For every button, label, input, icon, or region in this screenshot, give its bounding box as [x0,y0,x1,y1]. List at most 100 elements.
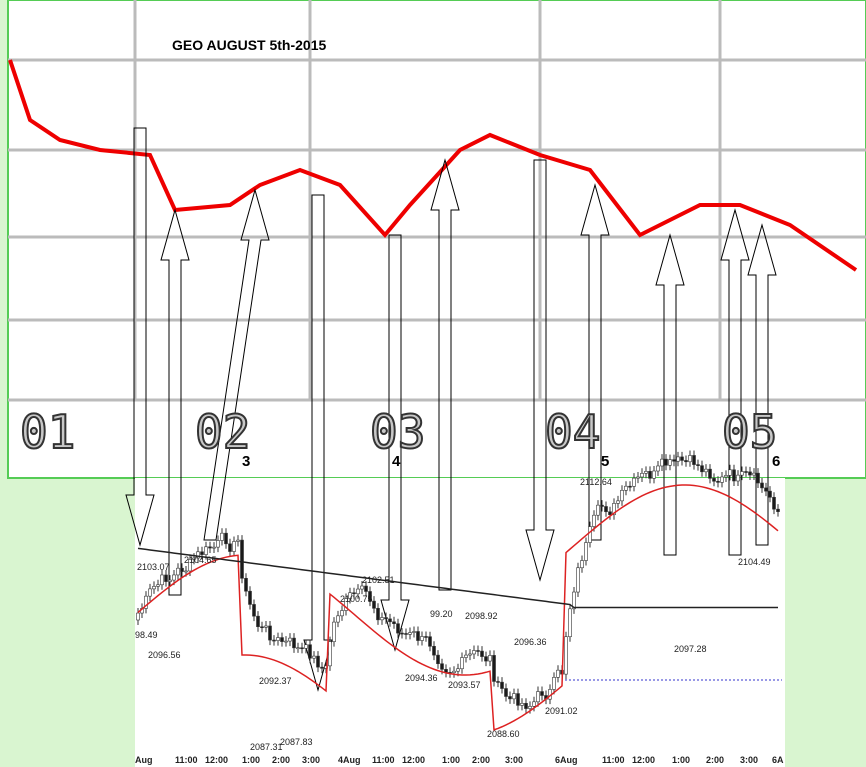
candle [268,625,272,641]
candle [432,645,436,656]
candle [484,656,488,662]
price-label: 2100.75 [340,594,373,604]
price-label: 2103.07 [137,562,170,572]
candle [764,487,768,492]
candle [640,472,644,478]
price-label: 2093.57 [448,680,481,690]
candle [584,542,588,561]
candle [236,539,240,542]
candle [532,701,536,707]
arrow [430,158,460,591]
marker: 6 [772,453,780,470]
time-label: 6A [772,755,784,765]
time-label: 3:00 [740,755,758,765]
price-label: 2104.65 [184,555,217,565]
candle [596,504,600,516]
time-label: 3:00 [505,755,523,765]
moving-average-black [137,547,778,609]
candle [736,474,740,482]
candle [500,681,504,689]
candle [712,478,716,482]
candle [240,539,244,579]
candle [292,637,296,649]
candle [296,647,300,650]
candle [416,631,420,641]
arrow [580,183,610,541]
time-label: 6Aug [555,755,578,765]
candle [224,532,228,545]
candle [348,592,352,599]
candle [744,471,748,473]
candle [476,650,480,652]
candle [652,470,656,479]
candle [412,631,416,633]
candle [368,591,372,602]
candle [696,464,700,466]
candle [288,637,292,642]
candle [772,496,776,510]
candle [404,633,408,635]
arrow [303,194,333,692]
candle [256,615,260,628]
candle [720,476,724,483]
time-label: 1:00 [242,755,260,765]
time-label: 12:00 [205,755,228,765]
candle [352,592,356,595]
candle [460,657,464,670]
candle [272,639,276,642]
moving-average-red [137,484,779,731]
candle [604,506,608,513]
candle [492,655,496,682]
candle [248,590,252,605]
candle [552,677,556,690]
candle [212,546,216,549]
candle [588,526,592,543]
candle [760,482,764,489]
time-label: 3:00 [302,755,320,765]
candle [244,577,248,592]
candle [428,636,432,647]
candle [568,608,572,638]
time-label: 12:00 [402,755,425,765]
marker: 5 [601,453,609,470]
candle [232,541,236,552]
candle [520,703,524,706]
price-label: 2096.36 [514,637,547,647]
candle [480,650,484,657]
candle [316,655,320,668]
price-label: 2092.37 [259,676,292,686]
arrow [747,223,777,546]
candle [264,625,268,628]
arrow [720,208,750,556]
candle [724,475,728,478]
candle [392,621,396,624]
candle [164,574,168,582]
candle [464,654,468,658]
price-label: 2087.31 [250,742,283,752]
candle [200,551,204,555]
candle [160,574,164,586]
candle [148,588,152,597]
candle [380,617,384,621]
top-grid [8,0,866,402]
arrow [125,127,155,547]
candle [512,693,516,700]
day-label: 01 [20,405,75,459]
candle [340,610,344,617]
candle [668,459,672,466]
price-label: 99.20 [430,609,453,619]
arrow [380,234,410,652]
candle [632,477,636,487]
candle [468,653,472,656]
candle [388,618,392,623]
candle [220,532,224,541]
candle [728,469,732,476]
candle [188,559,192,572]
candle [684,460,688,463]
time-label: 2:00 [472,755,490,765]
candle [592,514,596,527]
bottom-panel [135,478,785,767]
price-label: 2091.02 [545,706,578,716]
candle [572,591,576,610]
